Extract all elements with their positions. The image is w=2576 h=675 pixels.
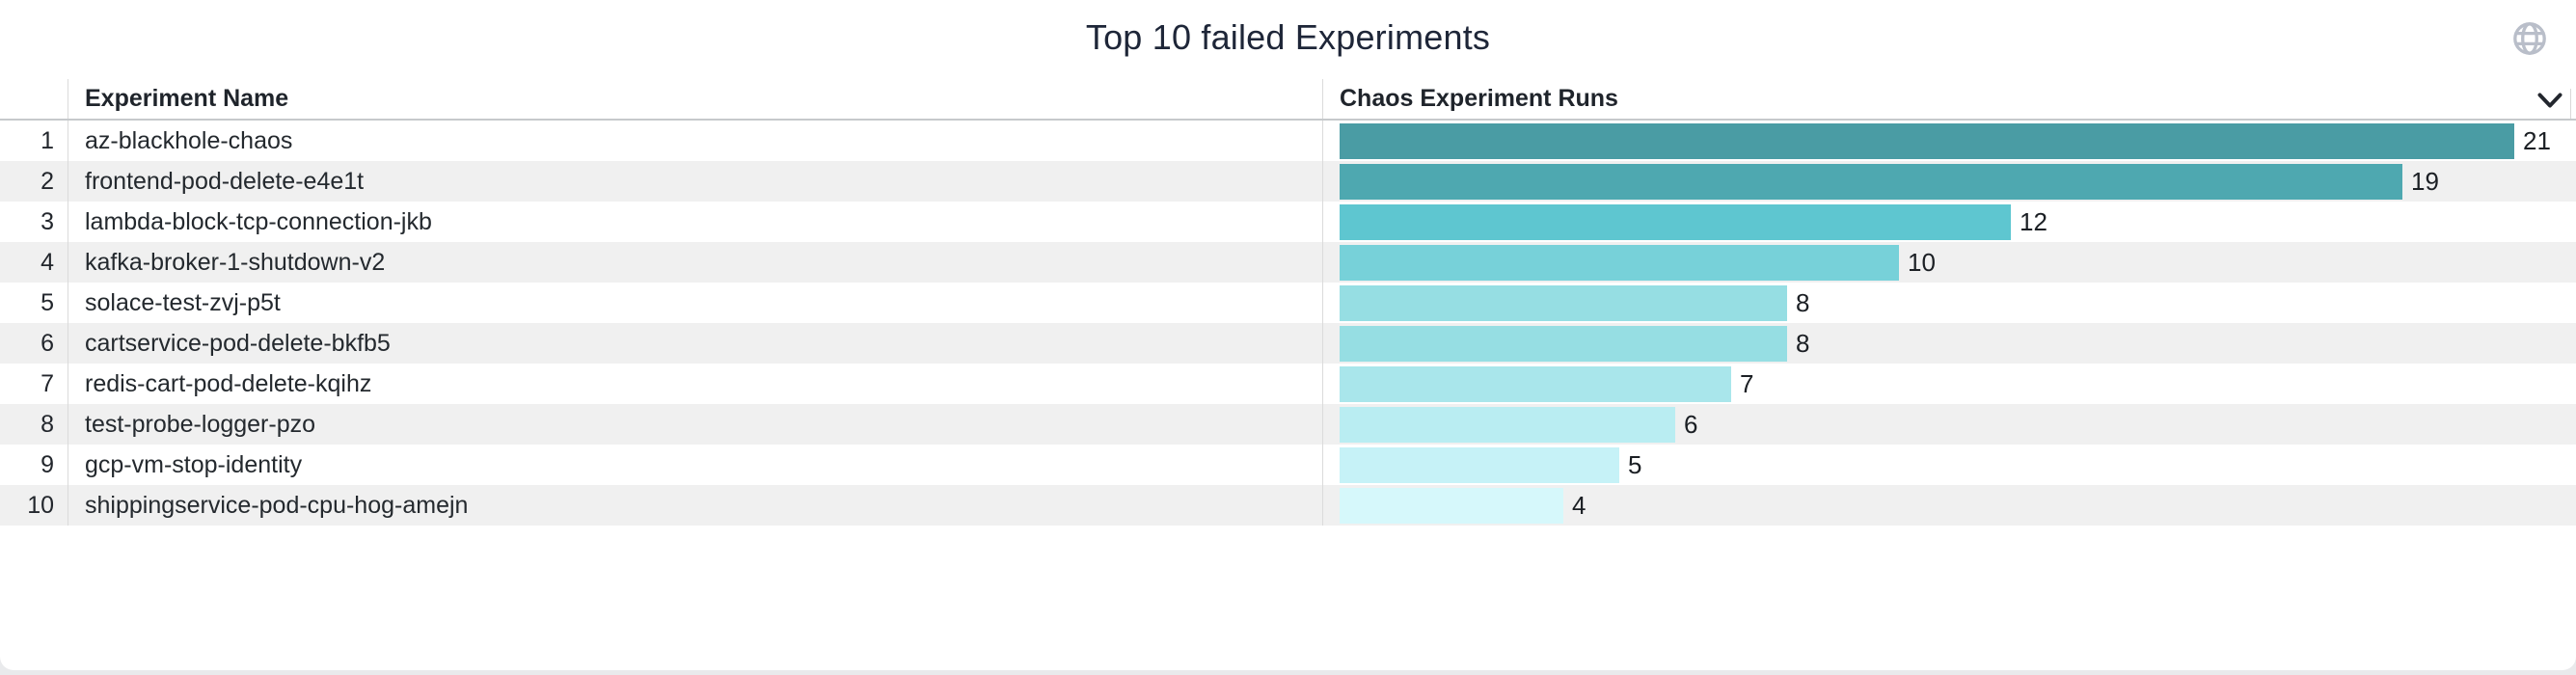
table-header-row: Experiment Name Chaos Experiment Runs: [0, 79, 2576, 121]
row-bar-cell: 5: [1322, 445, 2576, 485]
bar-value-label: 8: [1796, 328, 1810, 358]
bar: [1340, 284, 1787, 321]
row-experiment-name: lambda-block-tcp-connection-jkb: [68, 202, 1322, 242]
panel-header: Top 10 failed Experiments: [0, 0, 2576, 79]
panel-title: Top 10 failed Experiments: [1085, 17, 1491, 57]
row-rank: 1: [41, 126, 54, 154]
row-experiment-name: cartservice-pod-delete-bkfb5: [68, 323, 1322, 364]
row-experiment-name: az-blackhole-chaos: [68, 121, 1322, 161]
row-rank: 8: [41, 410, 54, 438]
row-experiment-name: solace-test-zvj-p5t: [68, 283, 1322, 323]
table-row: 9 gcp-vm-stop-identity 5: [0, 445, 2576, 485]
row-bar-cell: 10: [1322, 242, 2576, 283]
row-bar-cell: 8: [1322, 283, 2576, 323]
table-row: 2 frontend-pod-delete-e4e1t 19: [0, 161, 2576, 202]
table-row: 8 test-probe-logger-pzo 6: [0, 404, 2576, 445]
chevron-down-icon[interactable]: [2536, 90, 2563, 111]
bar-value-label: 10: [1908, 247, 1936, 277]
bar: [1340, 122, 2514, 159]
row-rank: 10: [27, 491, 54, 519]
row-bar-cell: 19: [1322, 161, 2576, 202]
bar: [1340, 244, 1899, 281]
row-experiment-name: redis-cart-pod-delete-kqihz: [68, 364, 1322, 404]
row-rank: 5: [41, 288, 54, 316]
row-bar-cell: 12: [1322, 202, 2576, 242]
bar-value-label: 12: [2020, 206, 2047, 236]
row-bar-cell: 21: [1322, 121, 2576, 161]
row-rank: 4: [41, 248, 54, 276]
row-experiment-name: shippingservice-pod-cpu-hog-amejn: [68, 485, 1322, 526]
header-index-cell: [0, 79, 68, 119]
row-bar-cell: 6: [1322, 404, 2576, 445]
bar-value-label: 19: [2411, 166, 2439, 196]
table-row: 10 shippingservice-pod-cpu-hog-amejn 4: [0, 485, 2576, 526]
table-row: 1 az-blackhole-chaos 21: [0, 121, 2576, 161]
bar: [1340, 365, 1731, 402]
bar-value-label: 8: [1796, 287, 1810, 317]
bar: [1340, 487, 1563, 524]
table-row: 3 lambda-block-tcp-connection-jkb 12: [0, 202, 2576, 242]
bar-value-label: 5: [1628, 449, 1642, 479]
bar: [1340, 446, 1619, 483]
bar-value-label: 7: [1740, 368, 1754, 398]
bar-value-label: 21: [2523, 125, 2551, 155]
row-bar-cell: 7: [1322, 364, 2576, 404]
bar: [1340, 203, 2011, 240]
row-rank: 7: [41, 369, 54, 397]
table-row: 4 kafka-broker-1-shutdown-v2 10: [0, 242, 2576, 283]
header-experiment-name[interactable]: Experiment Name: [68, 79, 1322, 119]
bar: [1340, 163, 2402, 200]
table-row: 7 redis-cart-pod-delete-kqihz 7: [0, 364, 2576, 404]
row-bar-cell: 8: [1322, 323, 2576, 364]
bar-value-label: 6: [1684, 409, 1698, 439]
row-rank: 3: [41, 207, 54, 235]
row-rank: 6: [41, 329, 54, 357]
row-experiment-name: gcp-vm-stop-identity: [68, 445, 1322, 485]
experiments-table: Experiment Name Chaos Experiment Runs 1 …: [0, 79, 2576, 526]
bar: [1340, 325, 1787, 362]
row-experiment-name: test-probe-logger-pzo: [68, 404, 1322, 445]
bar: [1340, 406, 1675, 443]
header-chaos-experiment-runs[interactable]: Chaos Experiment Runs: [1322, 79, 2576, 119]
row-rank: 9: [41, 450, 54, 478]
table-body: 1 az-blackhole-chaos 21 2 frontend-pod-d…: [0, 121, 2576, 526]
row-experiment-name: kafka-broker-1-shutdown-v2: [68, 242, 1322, 283]
bar-value-label: 4: [1572, 490, 1586, 520]
globe-icon[interactable]: [2511, 20, 2548, 57]
table-row: 5 solace-test-zvj-p5t 8: [0, 283, 2576, 323]
table-row: 6 cartservice-pod-delete-bkfb5 8: [0, 323, 2576, 364]
row-experiment-name: frontend-pod-delete-e4e1t: [68, 161, 1322, 202]
row-rank: 2: [41, 167, 54, 195]
row-bar-cell: 4: [1322, 485, 2576, 526]
